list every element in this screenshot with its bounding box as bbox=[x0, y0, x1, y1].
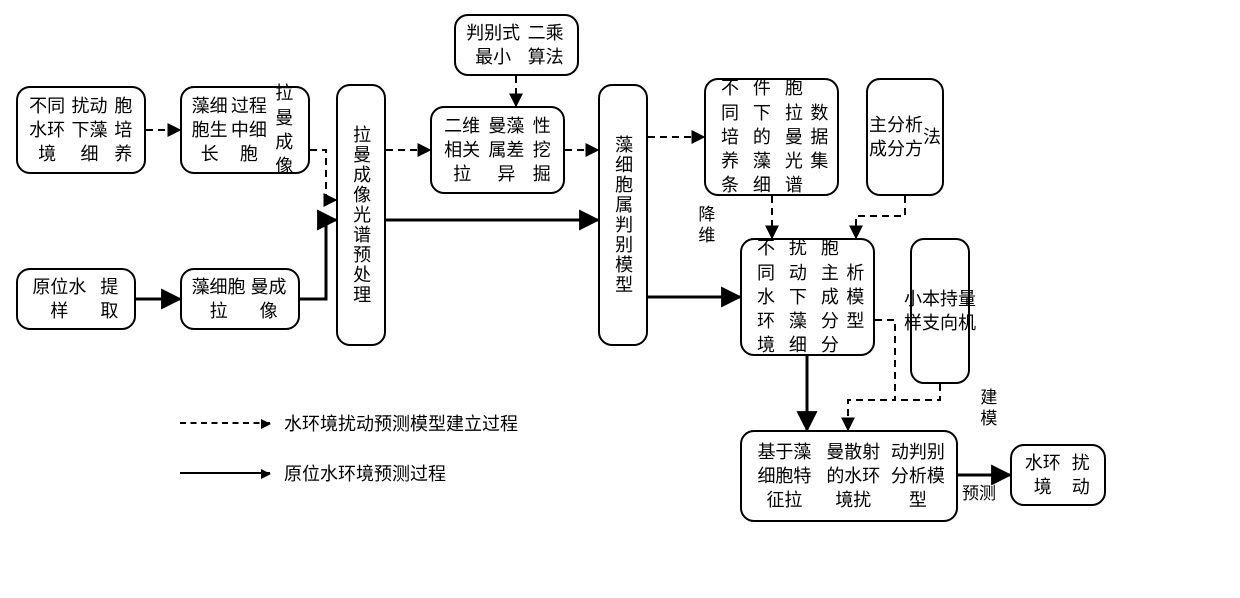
node-lsq: 判别式最小二乘算法 bbox=[454, 14, 579, 76]
node-culture: 不同水环境扰动下藻细胞培养 bbox=[16, 86, 146, 174]
edge-13 bbox=[897, 384, 940, 400]
legend-dashed-line bbox=[180, 422, 270, 424]
node-dataset: 不同培养条件下的藻细胞拉曼光谱数据集 bbox=[704, 78, 839, 196]
node-2dcorr: 二维相关拉曼藻属差异性挖掘 bbox=[430, 106, 565, 194]
legend-dashed-label: 水环境扰动预测模型建立过程 bbox=[284, 410, 518, 436]
legend-dashed: 水环境扰动预测模型建立过程 bbox=[180, 410, 518, 436]
node-genus: 藻细胞属判别模型 bbox=[598, 84, 648, 346]
node-preproc: 拉曼成像光谱预处理 bbox=[336, 84, 386, 346]
edge-label-15: 预测 bbox=[962, 484, 996, 504]
edge-label-12: 建模 bbox=[976, 388, 996, 430]
node-sample: 原位水样提取 bbox=[16, 268, 136, 330]
edge-1 bbox=[310, 150, 336, 200]
node-growth: 藻细胞生长过程中细胞拉曼成像 bbox=[180, 86, 310, 174]
node-output: 水环境扰动 bbox=[1010, 444, 1106, 506]
node-pcamodel: 不同水环境扰动下藻细胞主成分分析模型 bbox=[740, 238, 875, 356]
edge-10 bbox=[856, 196, 905, 238]
node-raman2: 藻细胞拉曼成像 bbox=[180, 268, 300, 330]
node-svm: 小样本支持向量机 bbox=[910, 238, 970, 384]
node-pcamethod: 主成分分析方法 bbox=[866, 78, 944, 196]
legend-solid-label: 原位水环境预测过程 bbox=[284, 460, 446, 486]
edge-3 bbox=[300, 220, 336, 299]
node-model: 基于藻细胞特征拉曼散射的水环境扰动判别分析模型 bbox=[740, 430, 958, 522]
legend-solid: 原位水环境预测过程 bbox=[180, 460, 446, 486]
legend-solid-line bbox=[180, 472, 270, 474]
edge-label-9: 降维 bbox=[694, 205, 714, 247]
